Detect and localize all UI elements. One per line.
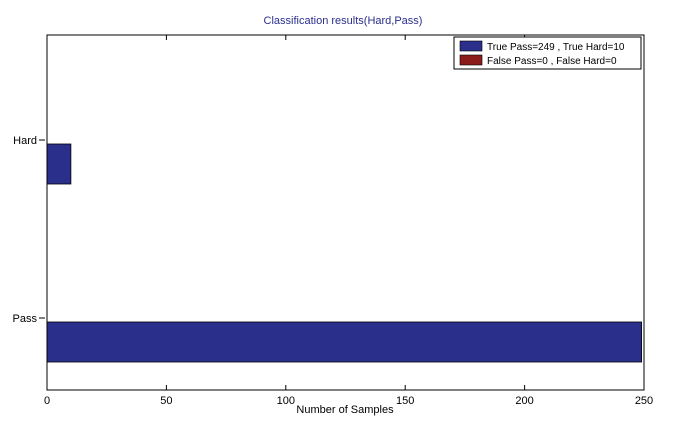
x-tick-label: 0 bbox=[44, 395, 50, 407]
legend-label-2: False Pass=0 , False Hard=0 bbox=[487, 56, 617, 67]
x-tick-label: 200 bbox=[515, 395, 533, 407]
legend: True Pass=249 , True Hard=10 False Pass=0… bbox=[453, 36, 642, 70]
bar-pass-1 bbox=[46, 321, 643, 363]
x-axis: 0 50 100 150 200 250 bbox=[44, 35, 653, 407]
x-axis-label: Number of Samples bbox=[296, 404, 394, 416]
x-tick-label: 250 bbox=[635, 395, 653, 407]
legend-box bbox=[453, 36, 642, 70]
bar-hard-1 bbox=[46, 143, 72, 185]
chart-title: Classification results(Hard,Pass) bbox=[264, 15, 423, 27]
legend-swatch-2 bbox=[459, 54, 483, 66]
x-tick-label: 50 bbox=[160, 395, 172, 407]
x-tick-label: 100 bbox=[277, 395, 295, 407]
legend-label-1: True Pass=249 , True Hard=10 bbox=[487, 42, 625, 53]
x-tick-label: 150 bbox=[396, 395, 414, 407]
y-tick-label-pass: Pass bbox=[13, 313, 38, 325]
y-tick-label-hard: Hard bbox=[13, 135, 37, 147]
bars-layer bbox=[46, 143, 643, 363]
y-axis: Pass Hard bbox=[13, 135, 45, 325]
legend-swatch-1 bbox=[459, 40, 483, 52]
plot-frame bbox=[46, 34, 645, 391]
